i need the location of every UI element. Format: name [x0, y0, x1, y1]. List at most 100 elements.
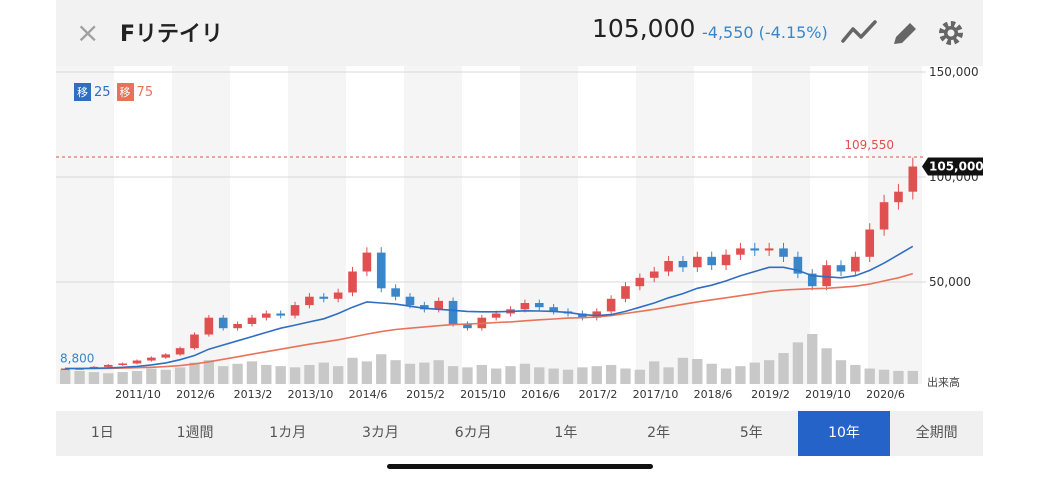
chart-band [462, 66, 520, 384]
volume-bar [332, 366, 344, 384]
candle-body [276, 313, 285, 316]
stock-title: Fリテイリ [120, 22, 224, 47]
candle-body [822, 265, 831, 287]
candle-body [836, 265, 846, 272]
last-price-label: 105,000 [929, 160, 983, 174]
chart-band [114, 66, 172, 384]
candle-body [161, 354, 171, 358]
volume-bar [792, 342, 804, 384]
volume-bar [74, 370, 85, 384]
candle-body [750, 248, 760, 251]
y-axis-label: 150,000 [929, 66, 979, 79]
x-axis-label: 2017/10 [633, 388, 679, 401]
x-axis-label: 2019/2 [751, 388, 790, 401]
candle-body [391, 288, 400, 297]
chart-band [810, 66, 868, 384]
candle-body [463, 324, 472, 329]
tab-period-4[interactable]: 6カ月 [454, 425, 492, 441]
x-axis-label: 2018/6 [694, 388, 733, 401]
candle-body [807, 273, 817, 287]
volume-bar [591, 366, 602, 384]
ma-legend: 移 25 移 75 [74, 83, 153, 101]
volume-bar [519, 363, 531, 384]
candle-body [448, 300, 458, 324]
ma25-line [65, 245, 914, 370]
volume-bar [821, 348, 832, 384]
ma25-tag: 移 [74, 83, 91, 101]
tab-period-2[interactable]: 1カ月 [269, 425, 307, 441]
line-chart-icon[interactable] [840, 17, 878, 49]
tab-period-0[interactable]: 1日 [90, 425, 114, 441]
candle-body [60, 368, 70, 371]
pencil-icon[interactable] [888, 17, 922, 49]
chart-band [288, 66, 346, 384]
tab-period-6[interactable]: 2年 [647, 425, 671, 441]
candle-body [190, 334, 199, 349]
volume-bar [491, 368, 502, 384]
candle-body [147, 357, 156, 361]
candle-body [305, 296, 314, 306]
tab-period-5[interactable]: 1年 [554, 425, 578, 441]
candle-body [649, 271, 659, 278]
candle-body [635, 277, 645, 287]
candle-body [262, 313, 271, 318]
chart-area[interactable]: 109,550 8,800 150,000 100,000 50,000 2011/… [56, 65, 984, 410]
candle-body [851, 256, 860, 272]
volume-bar [289, 367, 301, 384]
candle-body [693, 256, 702, 268]
candle-body [578, 313, 587, 318]
volume-bar [893, 370, 904, 384]
candle-body [879, 202, 889, 230]
candle-body [764, 248, 774, 251]
tab-period-9[interactable]: 全期間 [915, 425, 958, 441]
tab-period-3[interactable]: 3カ月 [362, 425, 399, 441]
candle-body [894, 191, 903, 203]
volume-bar [361, 361, 373, 384]
volume-bar [404, 363, 416, 384]
candle-body [420, 305, 429, 310]
x-axis-label: 2013/10 [288, 388, 334, 401]
volume-bar [720, 368, 732, 384]
volume-bar [347, 357, 358, 384]
candle-body [175, 348, 185, 355]
volume-bar [907, 370, 918, 384]
close-icon[interactable]: × [76, 16, 100, 49]
chart-band [578, 66, 636, 384]
period-tabs: 1日 1週間 1カ月 3カ月 6カ月 1年 2年 5年 10年 全期間 [56, 411, 983, 456]
candle-body [721, 254, 731, 266]
volume-bar [160, 369, 171, 384]
candle-body [664, 261, 673, 272]
volume-bar [807, 334, 818, 384]
gear-icon[interactable] [934, 17, 968, 49]
candle-body [592, 311, 602, 318]
volume-bar [419, 362, 430, 384]
volume-bar [864, 368, 875, 384]
candle-body [405, 296, 415, 306]
volume-bar [88, 372, 100, 384]
tab-period-7[interactable]: 5年 [739, 425, 763, 441]
candle-body [247, 317, 257, 324]
ma75-tag: 移 [116, 83, 134, 101]
tab-period-1[interactable]: 1週間 [176, 425, 214, 441]
volume-bar [60, 369, 71, 384]
home-indicator[interactable] [387, 464, 653, 469]
candle-body [118, 363, 127, 365]
volume-bar [620, 368, 631, 384]
chart-band [694, 66, 752, 384]
volume-bar [232, 363, 243, 384]
volume-bar [763, 360, 775, 384]
tab-period-8[interactable]: 10年 [797, 411, 891, 456]
volume-bar [376, 354, 387, 384]
candle-body [319, 296, 329, 299]
volume-bar [261, 364, 272, 384]
volume-bar [778, 353, 789, 384]
volume-bar [692, 359, 703, 384]
chart-band [230, 66, 288, 384]
x-axis-label: 2016/6 [521, 388, 560, 401]
volume-bar [275, 366, 286, 384]
volume-bar [174, 367, 186, 384]
volume-bar [433, 360, 444, 384]
volume-bar [878, 369, 890, 384]
candle-body [549, 307, 558, 312]
